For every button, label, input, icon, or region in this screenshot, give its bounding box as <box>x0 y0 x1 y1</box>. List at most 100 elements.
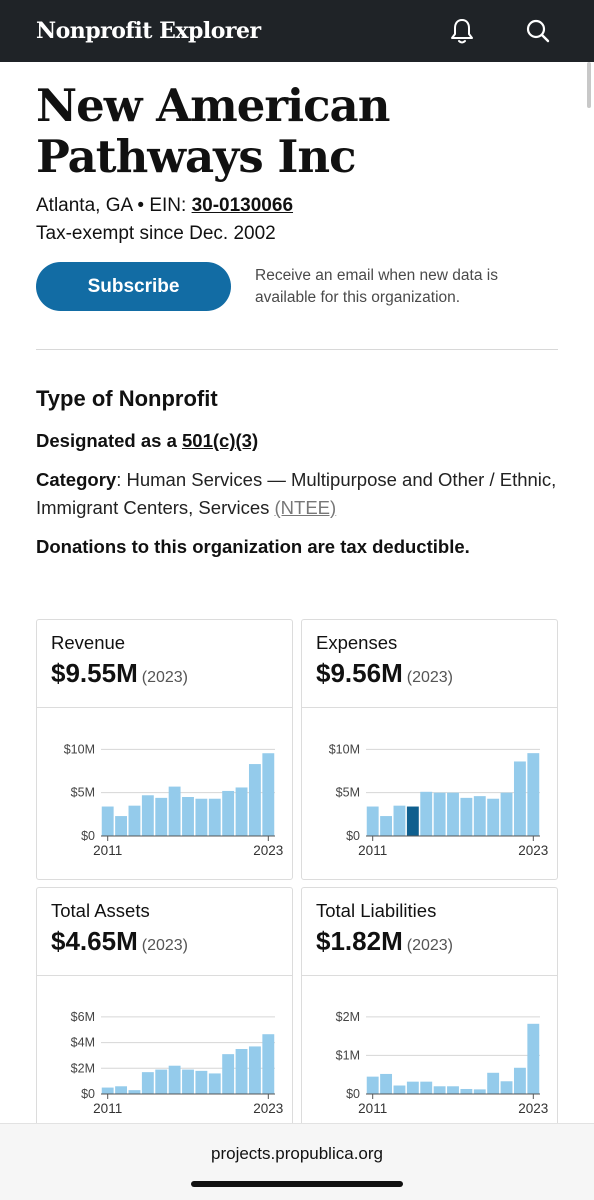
chart-bar <box>460 797 473 836</box>
chart-bar <box>222 1054 235 1094</box>
card-label: Total Liabilities <box>316 900 437 921</box>
card-header: Revenue $9.55M (2023) <box>37 620 292 708</box>
y-tick-label: $5M <box>336 786 360 800</box>
chart-bar <box>182 1069 194 1094</box>
y-tick-label: $10M <box>329 742 360 756</box>
revenue-card[interactable]: Revenue $9.55M (2023) $10M $5M $0 2011 2023 <box>36 619 293 880</box>
chart-bar <box>262 753 275 836</box>
card-value: $4.65M (2023) <box>51 926 278 957</box>
y-tick-label: $1M <box>336 1048 360 1062</box>
chart-bar <box>235 1049 248 1094</box>
x-tick-label-start: 2011 <box>93 843 122 858</box>
category-line: Category: Human Services — Multipurpose … <box>36 466 558 522</box>
chart-bar <box>527 753 540 836</box>
card-label: Revenue <box>51 632 126 653</box>
main-content: New American Pathways Inc Atlanta, GA • … <box>36 62 558 558</box>
chart-bar <box>433 792 446 836</box>
card-header: Expenses $9.56M (2023) <box>302 620 557 708</box>
chart-bar <box>380 816 393 836</box>
chart-bar <box>473 796 486 836</box>
designation-link[interactable]: 501(c)(3) <box>182 430 259 451</box>
y-tick-label: $2M <box>71 1061 95 1075</box>
chart-bar <box>447 792 459 836</box>
chart-bar <box>128 805 141 836</box>
tax-deductible-note: Donations to this organization are tax d… <box>36 536 470 557</box>
chart-bar <box>380 1073 393 1094</box>
card-header: Total Assets $4.65M (2023) <box>37 888 292 976</box>
chart-bar <box>101 806 114 836</box>
x-tick-label-end: 2023 <box>518 843 548 858</box>
chart-bar <box>155 797 168 836</box>
y-tick-label: $6M <box>71 1010 95 1024</box>
card-year: (2023) <box>141 669 188 686</box>
chart-bar <box>433 1086 446 1094</box>
bell-icon[interactable] <box>442 11 482 51</box>
subscribe-button[interactable]: Subscribe <box>36 262 231 311</box>
chart-bar <box>487 1072 500 1094</box>
chart-bar <box>366 1076 379 1094</box>
designation-prefix: Designated as a <box>36 430 177 451</box>
search-icon[interactable] <box>518 11 558 51</box>
subscribe-row: Subscribe Receive an email when new data… <box>36 262 558 311</box>
x-tick-label-end: 2023 <box>253 843 283 858</box>
total-liabilities-card[interactable]: Total Liabilities $1.82M (2023) $2M $1M $0 2… <box>301 887 558 1137</box>
card-amount: $1.82M <box>316 926 403 956</box>
chart-bar <box>527 1023 540 1094</box>
chart-bar <box>248 764 261 836</box>
card-amount: $9.56M <box>316 658 403 688</box>
expenses-card[interactable]: Expenses $9.56M (2023) $10M $5M $0 2011 2023 <box>301 619 558 880</box>
chart-bar <box>393 805 406 836</box>
card-label: Expenses <box>316 632 398 653</box>
ein-link[interactable]: 30-0130066 <box>191 195 294 216</box>
site-brand[interactable]: Nonprofit Explorer <box>36 18 261 44</box>
card-year: (2023) <box>406 669 453 686</box>
ein-label: EIN: <box>149 195 187 216</box>
chart-bar <box>168 786 181 836</box>
card-header: Total Liabilities $1.82M (2023) <box>302 888 557 976</box>
y-tick-label: $0 <box>346 829 360 843</box>
ntee-link[interactable]: (NTEE) <box>274 497 337 518</box>
chart-bar <box>248 1046 261 1094</box>
chart-bar <box>115 1086 128 1094</box>
designation-line: Designated as a 501(c)(3) <box>36 430 558 452</box>
home-indicator[interactable] <box>191 1181 403 1187</box>
chart-bar <box>208 1073 221 1094</box>
chart-bar <box>141 1072 154 1094</box>
card-value: $9.56M (2023) <box>316 658 543 689</box>
org-name: New American Pathways Inc <box>36 79 390 183</box>
card-year: (2023) <box>406 937 453 954</box>
chart-bar <box>195 798 208 836</box>
chart-bar <box>406 806 419 836</box>
x-tick-label-end: 2023 <box>518 1101 548 1116</box>
chart-bar <box>500 1081 513 1094</box>
tax-exempt-date: Tax-exempt since Dec. 2002 <box>36 223 276 244</box>
card-amount: $9.55M <box>51 658 138 688</box>
chart-bar <box>208 798 221 836</box>
type-of-nonprofit-heading: Type of Nonprofit <box>36 386 218 411</box>
chart-bar <box>406 1081 419 1094</box>
category-value: Human Services — Multipurpose and Other … <box>36 469 557 518</box>
category-colon: : <box>116 469 127 490</box>
subscribe-description: Receive an email when new data is availa… <box>255 266 498 306</box>
chart-bar <box>101 1087 114 1094</box>
category-label: Category <box>36 469 117 490</box>
org-meta: Atlanta, GA • EIN: 30-0130066 Tax-exempt… <box>36 192 558 248</box>
x-tick-label-start: 2011 <box>93 1101 122 1116</box>
page-url[interactable]: projects.propublica.org <box>211 1144 383 1163</box>
chart-bar <box>393 1085 406 1094</box>
scroll-indicator[interactable] <box>587 62 591 108</box>
chart-bar <box>141 795 154 836</box>
x-tick-label-start: 2011 <box>358 843 387 858</box>
card-value: $9.55M (2023) <box>51 658 278 689</box>
chart-bar <box>460 1088 473 1094</box>
x-tick-label-end: 2023 <box>253 1101 283 1116</box>
total-assets-card[interactable]: Total Assets $4.65M (2023) $6M $4M $2M $0 201… <box>36 887 293 1137</box>
chart-bar <box>447 1086 459 1094</box>
card-year: (2023) <box>141 937 188 954</box>
chart-bar <box>420 1081 433 1094</box>
chart-bar <box>513 761 526 836</box>
